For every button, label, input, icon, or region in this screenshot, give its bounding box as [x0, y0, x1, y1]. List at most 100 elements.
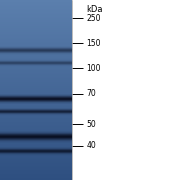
Bar [0, 55, 72, 56]
Bar [0, 94, 72, 95]
Bar [0, 78, 72, 79]
Bar [0, 44, 72, 45]
Bar [0, 100, 72, 101]
Bar [0, 8, 72, 9]
Bar [0, 27, 72, 28]
Bar [0, 34, 72, 35]
Bar [0, 30, 72, 31]
Bar [0, 158, 72, 159]
Bar [0, 18, 72, 19]
Bar [0, 179, 72, 180]
Bar [0, 25, 72, 26]
Bar [0, 86, 72, 87]
Bar [0, 103, 72, 104]
Bar [0, 79, 72, 80]
Bar [0, 121, 72, 122]
Bar [0, 174, 72, 175]
Text: 50: 50 [86, 120, 96, 129]
Bar [0, 92, 72, 93]
Bar [0, 45, 72, 46]
Bar [0, 119, 72, 120]
Bar [0, 28, 72, 29]
Bar [0, 147, 72, 148]
Bar [0, 135, 72, 136]
Bar [0, 77, 72, 78]
Bar [0, 39, 72, 40]
Bar [0, 162, 72, 163]
Bar [0, 19, 72, 20]
Bar [0, 9, 72, 10]
Bar [0, 173, 72, 174]
Bar [0, 131, 72, 132]
Bar [0, 49, 72, 50]
Bar [0, 67, 72, 68]
Bar [0, 1, 72, 2]
Bar [0, 84, 72, 85]
Bar [0, 31, 72, 32]
Bar [0, 85, 72, 86]
Bar [0, 176, 72, 177]
Bar [0, 95, 72, 96]
Bar [0, 94, 72, 95]
Bar [0, 142, 72, 143]
Bar [0, 164, 72, 165]
Bar [0, 168, 72, 169]
Bar [0, 35, 72, 36]
Bar [0, 10, 72, 11]
Bar [0, 120, 72, 121]
Bar [0, 109, 72, 110]
Bar [0, 50, 72, 51]
Bar [0, 136, 72, 137]
Bar [0, 7, 72, 8]
Bar [0, 113, 72, 114]
Bar [0, 128, 72, 129]
Bar [0, 66, 72, 67]
Text: 70: 70 [86, 89, 96, 98]
Bar [0, 139, 72, 140]
Bar [0, 3, 72, 4]
Bar [0, 108, 72, 109]
Bar [0, 73, 72, 74]
Bar [0, 159, 72, 160]
Bar [0, 97, 72, 98]
Bar [0, 48, 72, 49]
Bar [0, 141, 72, 142]
Bar [0, 98, 72, 99]
Bar [0, 53, 72, 54]
Bar [0, 52, 72, 53]
Bar [0, 68, 72, 69]
Bar [0, 101, 72, 102]
Bar [0, 23, 72, 24]
Bar [0, 104, 72, 105]
Bar [0, 100, 72, 101]
Bar [0, 36, 72, 37]
Bar [0, 132, 72, 133]
Bar [0, 103, 72, 104]
Bar [0, 116, 72, 117]
Bar [0, 102, 72, 103]
Text: 100: 100 [86, 64, 101, 73]
Bar [0, 96, 72, 97]
Bar [0, 151, 72, 152]
Bar [0, 63, 72, 64]
Bar [0, 65, 72, 66]
Bar [0, 60, 72, 61]
Bar [0, 142, 72, 143]
Bar [0, 0, 72, 1]
Bar [0, 155, 72, 156]
Bar [0, 88, 72, 89]
Bar [0, 69, 72, 70]
Bar [0, 157, 72, 158]
Bar [0, 81, 72, 82]
Bar [0, 149, 72, 150]
Bar [0, 56, 72, 57]
Bar [0, 43, 72, 44]
Bar [0, 118, 72, 119]
Text: kDa: kDa [86, 5, 103, 14]
Bar [0, 91, 72, 92]
Bar [0, 61, 72, 62]
Bar [0, 46, 72, 47]
Bar [0, 125, 72, 126]
Bar [0, 150, 72, 151]
Bar [0, 72, 72, 73]
